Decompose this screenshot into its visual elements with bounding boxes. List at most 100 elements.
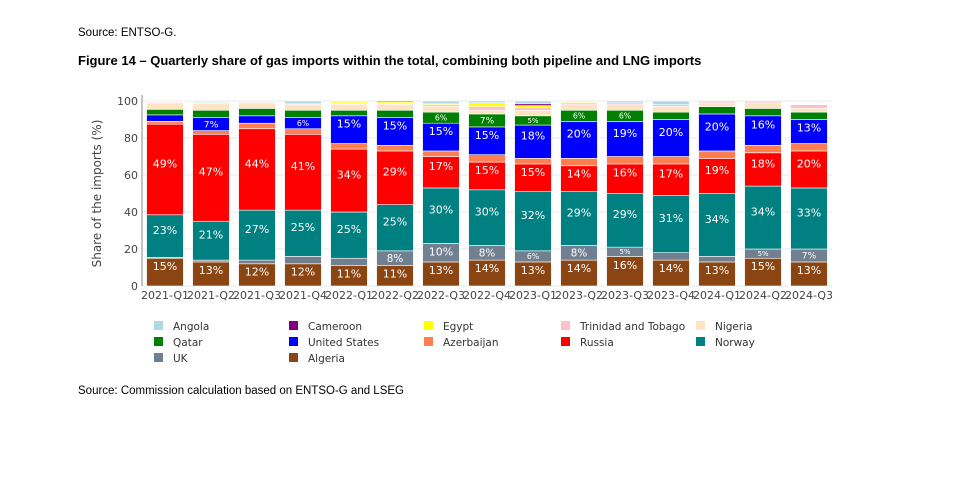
legend-label-norway: Norway bbox=[715, 337, 755, 349]
bar-segment-azerbaijan bbox=[330, 143, 368, 150]
bar-segment-norway bbox=[560, 191, 598, 246]
data-label: 14% bbox=[659, 262, 683, 275]
data-label: 17% bbox=[659, 167, 683, 180]
legend-swatch bbox=[561, 321, 570, 330]
legend-swatch bbox=[696, 321, 705, 330]
bar-segment-russia bbox=[560, 165, 598, 192]
bar-segment-angola bbox=[514, 100, 552, 105]
data-label: 13% bbox=[199, 264, 223, 277]
bar-segment-united-states bbox=[238, 115, 276, 124]
data-label: 15% bbox=[475, 129, 499, 142]
data-label: 34% bbox=[705, 213, 729, 226]
data-label: 16% bbox=[613, 167, 637, 180]
x-tick-label: 2021-Q2 bbox=[187, 289, 235, 302]
legend-label-russia: Russia bbox=[580, 337, 614, 349]
x-tick-label: 2022-Q2 bbox=[371, 289, 419, 302]
bar-segment-angola bbox=[284, 100, 322, 105]
legend-label-united-states: United States bbox=[308, 337, 379, 349]
bar-segment-norway bbox=[468, 189, 506, 246]
legend-swatch bbox=[424, 321, 433, 330]
bar-segment-uk bbox=[238, 259, 276, 265]
data-label: 16% bbox=[751, 118, 775, 131]
bar-segment-norway bbox=[514, 191, 552, 252]
data-label: 41% bbox=[291, 160, 315, 173]
bar-segment-united-states bbox=[146, 114, 184, 122]
data-label: 14% bbox=[475, 262, 499, 275]
bar-segment-angola bbox=[652, 100, 690, 106]
x-tick-label: 2021-Q1 bbox=[141, 289, 189, 302]
data-label: 25% bbox=[337, 223, 361, 236]
data-label: 6% bbox=[435, 113, 447, 122]
legend-label-trinidad-and-tobago: Trinidad and Tobago bbox=[579, 321, 685, 333]
bar-segment-trinidad-and-tobago bbox=[790, 104, 828, 109]
bar-segment-trinidad-and-tobago bbox=[468, 106, 506, 111]
bar-segment-norway bbox=[284, 209, 322, 257]
data-label: 14% bbox=[567, 168, 591, 181]
data-label: 20% bbox=[659, 126, 683, 139]
bar-segment-nigeria bbox=[514, 109, 552, 117]
bar-segment-nigeria bbox=[468, 109, 506, 115]
y-tick-label: 100 bbox=[117, 95, 138, 108]
legend-swatch bbox=[289, 321, 298, 330]
data-label: 13% bbox=[797, 121, 821, 134]
y-tick-label: 0 bbox=[131, 280, 138, 293]
data-label: 33% bbox=[797, 206, 821, 219]
bar-segment-qatar bbox=[698, 106, 736, 115]
data-label: 19% bbox=[705, 164, 729, 177]
data-label: 6% bbox=[297, 119, 309, 128]
bar-segment-egypt bbox=[146, 100, 184, 103]
data-label: 29% bbox=[383, 166, 407, 179]
bar-segment-trinidad-and-tobago bbox=[698, 100, 736, 104]
legend-label-egypt: Egypt bbox=[443, 321, 473, 333]
y-tick-label: 20 bbox=[124, 243, 138, 256]
data-label: 17% bbox=[429, 160, 453, 173]
data-label: 20% bbox=[705, 120, 729, 133]
data-label: 15% bbox=[337, 118, 361, 131]
bar-segment-angola bbox=[330, 100, 368, 103]
bar-segment-united-states bbox=[744, 115, 782, 146]
data-label: 23% bbox=[153, 224, 177, 237]
bar-segment-azerbaijan bbox=[652, 156, 690, 165]
bar-segment-azerbaijan bbox=[698, 150, 736, 159]
bar-segment-russia bbox=[606, 163, 644, 194]
bar-segment-russia bbox=[744, 152, 782, 187]
x-tick-label: 2022-Q3 bbox=[417, 289, 465, 302]
legend-swatch bbox=[289, 353, 298, 362]
bar-segment-nigeria bbox=[698, 102, 736, 107]
bar-segment-algeria bbox=[652, 259, 690, 287]
data-label: 44% bbox=[245, 157, 269, 170]
x-tick-label: 2021-Q4 bbox=[279, 289, 327, 302]
legend-swatch bbox=[696, 337, 705, 346]
x-tick-label: 2023-Q3 bbox=[601, 289, 649, 302]
bar-segment-qatar bbox=[376, 109, 414, 118]
bar-segment-norway bbox=[790, 187, 828, 250]
bar-segment-uk bbox=[330, 257, 368, 266]
data-label: 8% bbox=[571, 247, 588, 259]
bar-segment-nigeria bbox=[330, 104, 368, 111]
bar-segment-azerbaijan bbox=[790, 143, 828, 152]
y-tick-label: 60 bbox=[124, 169, 138, 182]
bar-segment-angola bbox=[606, 100, 644, 104]
data-label: 49% bbox=[153, 157, 177, 170]
data-label: 8% bbox=[387, 253, 404, 265]
data-label: 34% bbox=[337, 168, 361, 181]
x-tick-label: 2021-Q3 bbox=[233, 289, 281, 302]
bar-segment-algeria bbox=[146, 257, 184, 287]
bar-segment-norway bbox=[238, 209, 276, 261]
bar-segment-united-states bbox=[376, 117, 414, 146]
data-label: 31% bbox=[659, 212, 683, 225]
bar-segment-nigeria bbox=[560, 104, 598, 111]
data-label: 11% bbox=[337, 268, 361, 281]
bar-segment-nigeria bbox=[606, 104, 644, 111]
bar-segment-uk bbox=[652, 252, 690, 261]
bar-segment-azerbaijan bbox=[468, 154, 506, 163]
data-label: 15% bbox=[521, 166, 545, 179]
data-label: 29% bbox=[567, 206, 591, 219]
legend-swatch bbox=[154, 337, 163, 346]
data-label: 13% bbox=[705, 264, 729, 277]
data-label: 8% bbox=[479, 247, 496, 259]
bar-segment-cameroon bbox=[376, 100, 414, 103]
data-label: 5% bbox=[757, 250, 768, 258]
data-label: 47% bbox=[199, 166, 223, 179]
data-label: 20% bbox=[797, 157, 821, 170]
